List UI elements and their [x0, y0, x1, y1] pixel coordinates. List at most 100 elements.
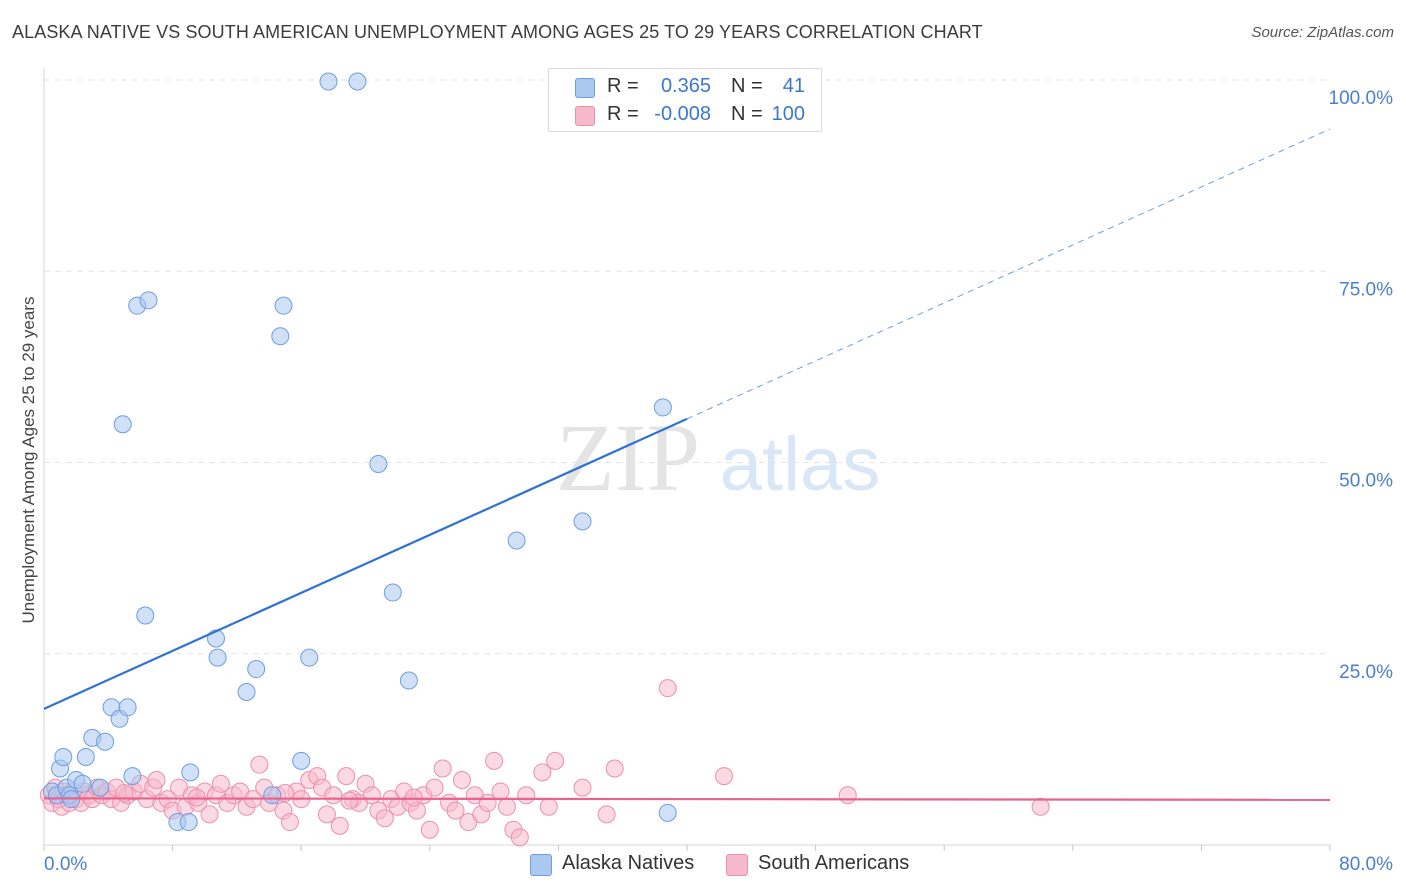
south-american-point — [838, 786, 857, 805]
x-tick-label: 80.0% — [1339, 854, 1393, 875]
south-american-point — [1031, 797, 1050, 816]
south-american-point — [546, 751, 565, 770]
x-tick-label: 0.0% — [44, 854, 87, 875]
legend-n-label: N = — [731, 103, 763, 125]
south-americans-points — [39, 679, 1050, 847]
south-american-point — [340, 791, 359, 810]
alaska-native-point — [113, 415, 132, 434]
alaska-native-point — [207, 629, 226, 648]
south-american-point — [250, 755, 269, 774]
alaska-native-point — [139, 291, 158, 310]
watermark-zip: ZIP — [556, 404, 700, 511]
south-american-point — [115, 783, 134, 802]
south-american-point — [211, 774, 230, 793]
series-label-alaska-natives: Alaska Natives — [562, 852, 695, 874]
alaska-native-point — [237, 683, 256, 701]
legend-r-value: -0.008 — [654, 103, 711, 125]
series-swatch-pink — [726, 854, 748, 876]
alaska-native-point — [271, 327, 290, 346]
south-american-point — [605, 759, 624, 778]
grid-lines — [44, 79, 1330, 655]
alaska-native-point — [123, 767, 142, 786]
alaska-native-point — [658, 803, 677, 822]
correlation-legend: R = 0.365 N = 41 R = -0.008 N = 100 — [548, 68, 822, 132]
legend-r-value: 0.365 — [660, 75, 711, 97]
legend-row-alaska-natives: R = 0.365 N = 41 — [549, 73, 821, 101]
south-american-point — [362, 786, 381, 805]
south-american-point — [485, 751, 504, 770]
alaska-native-point — [300, 648, 319, 667]
south-american-point — [517, 786, 536, 805]
south-american-point — [420, 820, 439, 839]
alaska-natives-points — [43, 72, 677, 832]
alaska-native-point — [573, 512, 592, 531]
legend-row-south-americans: R = -0.008 N = 100 — [549, 101, 821, 129]
alaska-native-point — [247, 660, 266, 679]
south-american-point — [147, 770, 166, 789]
south-american-point — [533, 763, 552, 782]
legend-swatch-pink — [575, 106, 595, 126]
series-swatch-blue — [530, 854, 552, 876]
south-americans-trendline — [43, 797, 1331, 801]
south-american-point — [573, 778, 592, 797]
alaska-native-point — [181, 763, 200, 782]
alaska-native-point — [76, 748, 95, 767]
alaska-native-point — [118, 698, 137, 717]
south-american-point — [510, 828, 529, 847]
legend-n-value: 41 — [782, 75, 805, 97]
south-american-point — [324, 786, 343, 805]
watermark-atlas: atlas — [720, 422, 881, 507]
south-american-point — [330, 816, 349, 835]
south-american-point — [597, 805, 616, 824]
alaska-native-point — [73, 774, 92, 793]
south-american-point — [714, 767, 733, 786]
legend-r-label: R = — [607, 103, 639, 125]
south-american-point — [375, 809, 394, 828]
alaska-native-point — [369, 455, 388, 474]
south-american-point — [404, 788, 423, 807]
y-tick-label: 75.0% — [1339, 279, 1393, 300]
trendlines — [43, 128, 1331, 801]
legend-n-value: 100 — [771, 103, 805, 125]
south-american-point — [452, 770, 471, 789]
alaska-native-point — [136, 606, 155, 625]
source-label: Source: ZipAtlas.com — [1251, 24, 1394, 41]
watermark: ZIP atlas — [556, 404, 880, 511]
south-american-point — [280, 813, 299, 832]
alaska-native-point — [263, 786, 282, 805]
alaska-native-point — [653, 398, 672, 417]
south-american-point — [497, 797, 516, 816]
south-american-point — [337, 767, 356, 786]
y-axis-label: Unemployment Among Ages 25 to 29 years — [19, 297, 38, 624]
alaska-native-point — [208, 648, 227, 667]
legend-swatch-blue — [575, 78, 595, 98]
alaska-native-point — [319, 72, 338, 91]
alaska-natives-trendline-extension — [686, 128, 1331, 420]
alaska-native-point — [54, 748, 73, 767]
alaska-native-point — [399, 671, 418, 690]
y-tick-label: 25.0% — [1339, 662, 1393, 683]
y-tick-label: 50.0% — [1339, 471, 1393, 492]
alaska-native-point — [348, 72, 367, 91]
alaska-native-point — [383, 583, 402, 602]
legend-r-label: R = — [607, 75, 639, 97]
south-american-point — [200, 805, 219, 824]
south-american-point — [425, 778, 444, 797]
south-american-point — [658, 679, 677, 698]
alaska-native-point — [507, 531, 526, 550]
chart-title: ALASKA NATIVE VS SOUTH AMERICAN UNEMPLOY… — [12, 22, 983, 42]
alaska-native-point — [91, 778, 110, 797]
alaska-native-point — [274, 296, 293, 315]
series-label-south-americans: South Americans — [758, 852, 910, 874]
south-american-point — [433, 759, 452, 778]
alaska-native-point — [179, 813, 198, 832]
south-american-point — [539, 797, 558, 816]
axes — [43, 68, 1331, 851]
alaska-native-point — [292, 751, 311, 770]
south-american-point — [446, 801, 465, 820]
tick-labels: 25.0% 50.0% 75.0% 100.0% 0.0% 80.0% — [44, 88, 1393, 875]
south-american-point — [317, 805, 336, 824]
alaska-native-point — [96, 732, 115, 751]
alaska-natives-trendline — [43, 417, 688, 710]
